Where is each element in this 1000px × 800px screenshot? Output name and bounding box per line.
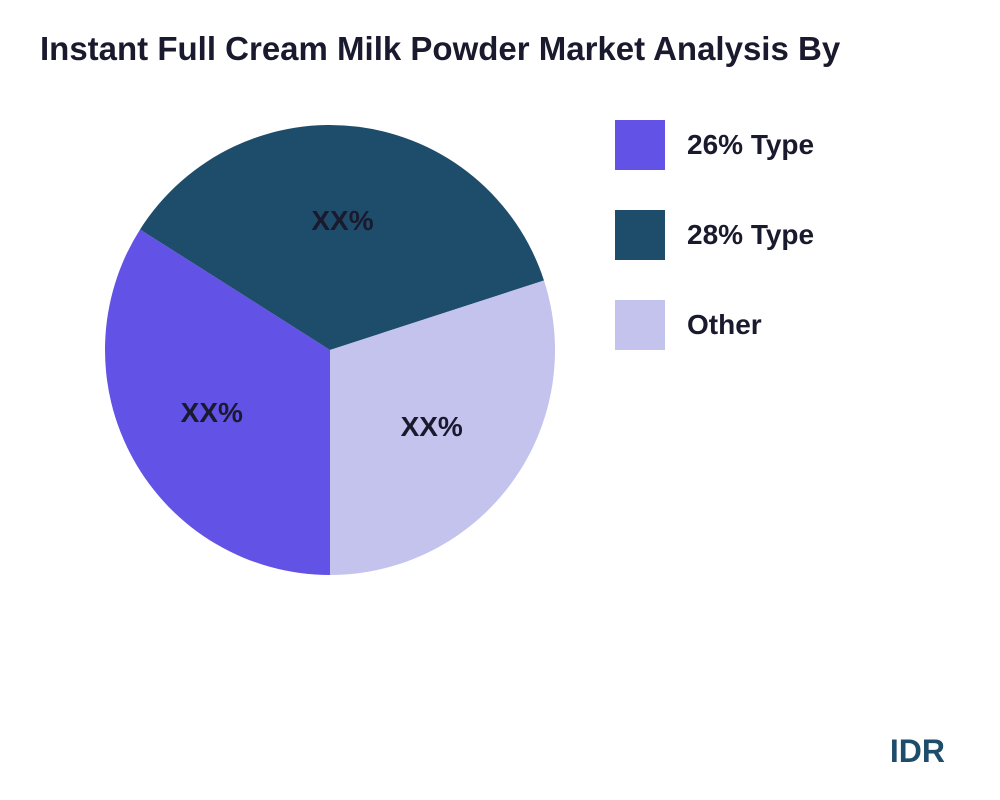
- chart-title: Instant Full Cream Milk Powder Market An…: [40, 30, 840, 68]
- pie-svg: [100, 120, 560, 580]
- slice-label-0: XX%: [181, 397, 243, 429]
- legend: 26% Type 28% Type Other: [615, 120, 814, 390]
- legend-item-2: Other: [615, 300, 814, 350]
- legend-swatch-0: [615, 120, 665, 170]
- legend-label-0: 26% Type: [687, 129, 814, 161]
- legend-label-2: Other: [687, 309, 762, 341]
- legend-swatch-2: [615, 300, 665, 350]
- legend-item-0: 26% Type: [615, 120, 814, 170]
- slice-label-2: XX%: [401, 411, 463, 443]
- slice-label-1: XX%: [311, 205, 373, 237]
- footer-brand: IDR: [890, 733, 945, 770]
- pie-chart: XX% XX% XX%: [100, 120, 560, 580]
- legend-label-1: 28% Type: [687, 219, 814, 251]
- legend-swatch-1: [615, 210, 665, 260]
- legend-item-1: 28% Type: [615, 210, 814, 260]
